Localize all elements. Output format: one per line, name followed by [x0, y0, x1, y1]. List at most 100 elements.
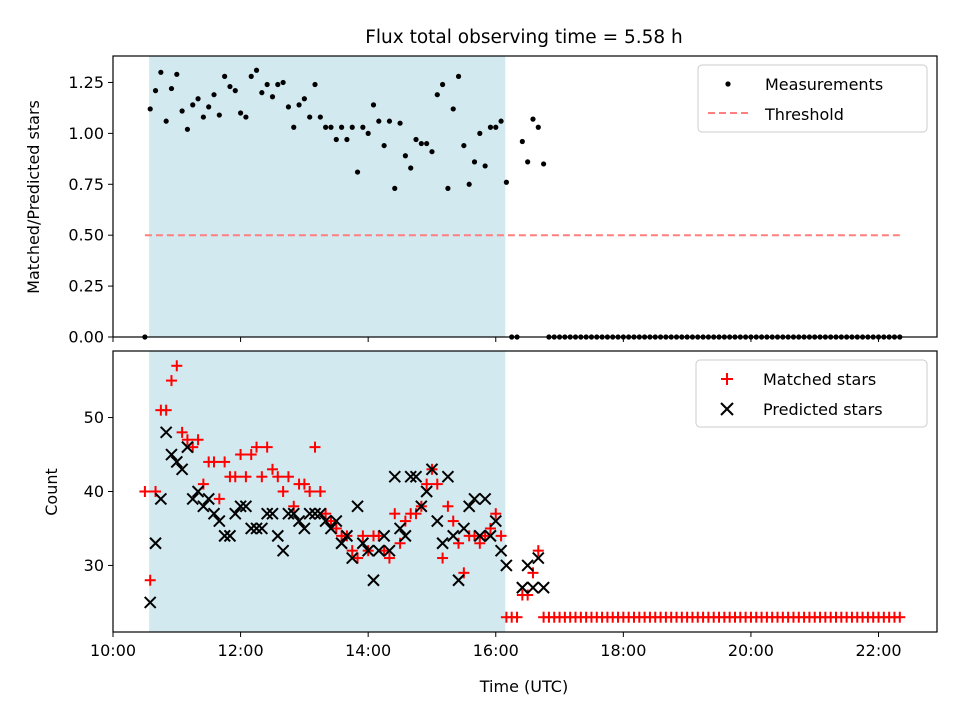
predicted-stars-point — [191, 485, 205, 498]
measurements-point — [365, 130, 371, 136]
x-tick-label: 22:00 — [855, 641, 901, 660]
measurements-point — [285, 104, 292, 110]
predicted-stars-point — [399, 529, 412, 543]
predicted-stars-point — [218, 529, 231, 543]
predicted-stars-point — [239, 500, 253, 513]
predicted-stars-point — [425, 463, 439, 476]
measurements-point — [280, 79, 286, 86]
measurements-point — [243, 114, 249, 120]
count-panel: 30 40 50 10:00 12:00 14:00 16:00 18:00 20:00 22:… — [42, 350, 938, 696]
measurements-point — [147, 106, 153, 112]
matched-stars-point — [468, 530, 480, 542]
x-tick-label: 10:00 — [90, 641, 136, 660]
legend-matched-label: Matched stars — [763, 370, 876, 389]
measurements-point — [269, 94, 276, 100]
ratio-panel: 0.00 0.25 0.50 0.75 1.00 1.25 Matched/Predict… — [24, 55, 938, 347]
predicted-stars-point — [308, 507, 322, 520]
predicted-stars-point — [255, 522, 269, 535]
measurements-point — [317, 114, 323, 120]
y-tick-label: 30 — [84, 556, 104, 575]
predicted-stars-point — [154, 492, 168, 506]
matched-stars-point — [522, 589, 534, 601]
matched-stars-point — [256, 471, 268, 483]
predicted-stars-point — [335, 537, 348, 550]
predicted-stars-point — [298, 522, 311, 535]
matched-stars-point — [187, 441, 199, 453]
predicted-stars-point — [181, 440, 194, 454]
y-tick-label: 40 — [84, 482, 104, 501]
measurements-point — [216, 112, 222, 118]
predicted-stars-point — [478, 492, 492, 506]
measurements-point — [482, 163, 488, 169]
matched-stars-point — [389, 508, 401, 520]
measurements-point — [237, 110, 244, 116]
predicted-stars-point — [144, 596, 157, 609]
measurements-point — [413, 136, 419, 143]
measurements-point — [424, 140, 430, 147]
count-y-axis-label: Count — [42, 468, 61, 516]
measurements-point — [487, 124, 494, 130]
measurements-point — [168, 85, 175, 92]
predicted-stars-point — [431, 514, 444, 528]
measurements-point — [179, 108, 185, 114]
matched-stars-point — [394, 537, 406, 549]
matched-stars-point — [442, 500, 454, 512]
measurements-point — [402, 153, 408, 159]
predicted-stars-point — [319, 514, 332, 528]
matched-stars-point — [431, 478, 443, 490]
matched-stars-point — [240, 471, 252, 483]
predicted-stars-point — [213, 514, 226, 528]
matched-stars-point — [235, 449, 247, 461]
measurements-point — [211, 92, 217, 98]
matched-stars-point — [245, 449, 257, 461]
x-axis-label: Time (UTC) — [479, 677, 568, 696]
predicted-stars-point — [282, 507, 295, 520]
matched-stars-point — [479, 530, 491, 542]
matched-stars-point — [511, 611, 523, 623]
matched-stars-point — [288, 500, 300, 512]
measurements-point — [307, 114, 313, 120]
measurements-point — [429, 149, 435, 155]
matched-stars-point — [373, 530, 385, 542]
measurements-point — [408, 165, 414, 171]
measurements-point — [440, 81, 446, 88]
matched-stars-point — [251, 441, 263, 453]
matched-stars-point — [304, 486, 316, 497]
predicted-stars-point — [223, 529, 237, 543]
predicted-stars-point — [346, 551, 359, 565]
measurements-point — [152, 88, 159, 94]
measurements-point — [392, 185, 398, 191]
measurements-point — [530, 116, 536, 122]
measurements-point — [519, 138, 525, 145]
measurements-point — [301, 96, 307, 102]
predicted-stars-point — [383, 544, 396, 557]
predicted-stars-point — [388, 470, 401, 483]
measurements-point — [376, 118, 382, 124]
measurements-point — [370, 102, 377, 108]
ratio-legend-box — [697, 64, 928, 133]
predicted-stars-point — [292, 514, 306, 528]
matched-stars-point — [282, 471, 294, 483]
legend-predicted-marker — [720, 402, 734, 416]
predicted-stars-point — [186, 492, 199, 506]
measurements-point — [386, 118, 393, 124]
measurements-point — [328, 124, 334, 130]
matched-stars-point — [330, 522, 342, 534]
ratio-plot-frame — [112, 55, 938, 338]
x-tick-label: 14:00 — [345, 641, 391, 660]
matched-stars-point — [277, 486, 289, 497]
matched-stars-point — [399, 515, 411, 527]
measurements-point — [397, 120, 403, 126]
measurements-point — [477, 130, 483, 136]
measurements-point — [232, 88, 238, 94]
ratio-legend: Measurements Threshold — [697, 64, 928, 133]
y-tick-label: 0.25 — [68, 277, 104, 296]
measurements-point — [541, 161, 547, 167]
predicted-stars-point — [229, 507, 242, 520]
predicted-stars-point — [462, 500, 476, 513]
measurements-point — [466, 181, 472, 187]
predicted-stars-point — [532, 551, 545, 565]
predicted-stars-point — [165, 448, 178, 461]
matched-stars-point — [144, 574, 156, 586]
